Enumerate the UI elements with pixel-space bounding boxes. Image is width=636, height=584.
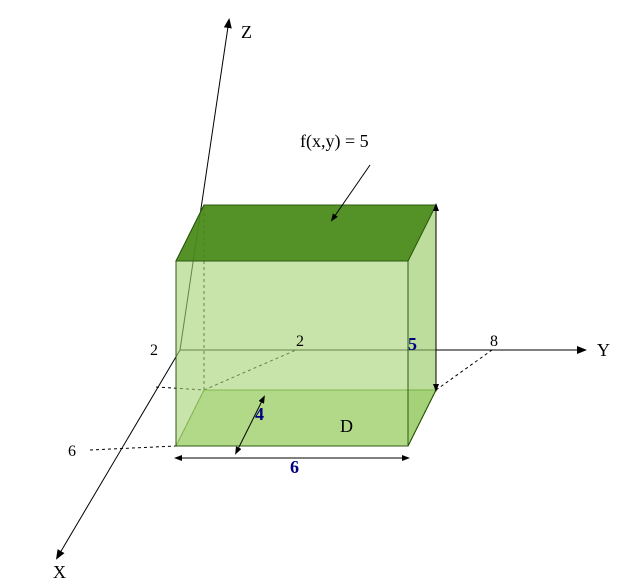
axis-z-label: Z	[241, 22, 252, 42]
function-label: f(x,y) = 5	[300, 131, 369, 152]
tick-y-2: 2	[296, 333, 304, 350]
dimension-depth-label: 4	[255, 404, 264, 424]
region-D-label: D	[340, 416, 353, 436]
axis-y-label: Y	[597, 340, 610, 360]
axis-x-label: X	[53, 562, 66, 582]
tick-x-2: 2	[150, 342, 158, 359]
dimension-width-label: 6	[290, 457, 299, 477]
tick-x-6: 6	[68, 443, 76, 460]
tick-y-8: 8	[490, 333, 498, 350]
solid-box	[176, 205, 436, 446]
diagram-3d-solid: Z Y X 2 6 2 8 4 6 5 D f(x,y) = 5	[0, 0, 636, 584]
dimension-height-label: 5	[408, 334, 417, 354]
